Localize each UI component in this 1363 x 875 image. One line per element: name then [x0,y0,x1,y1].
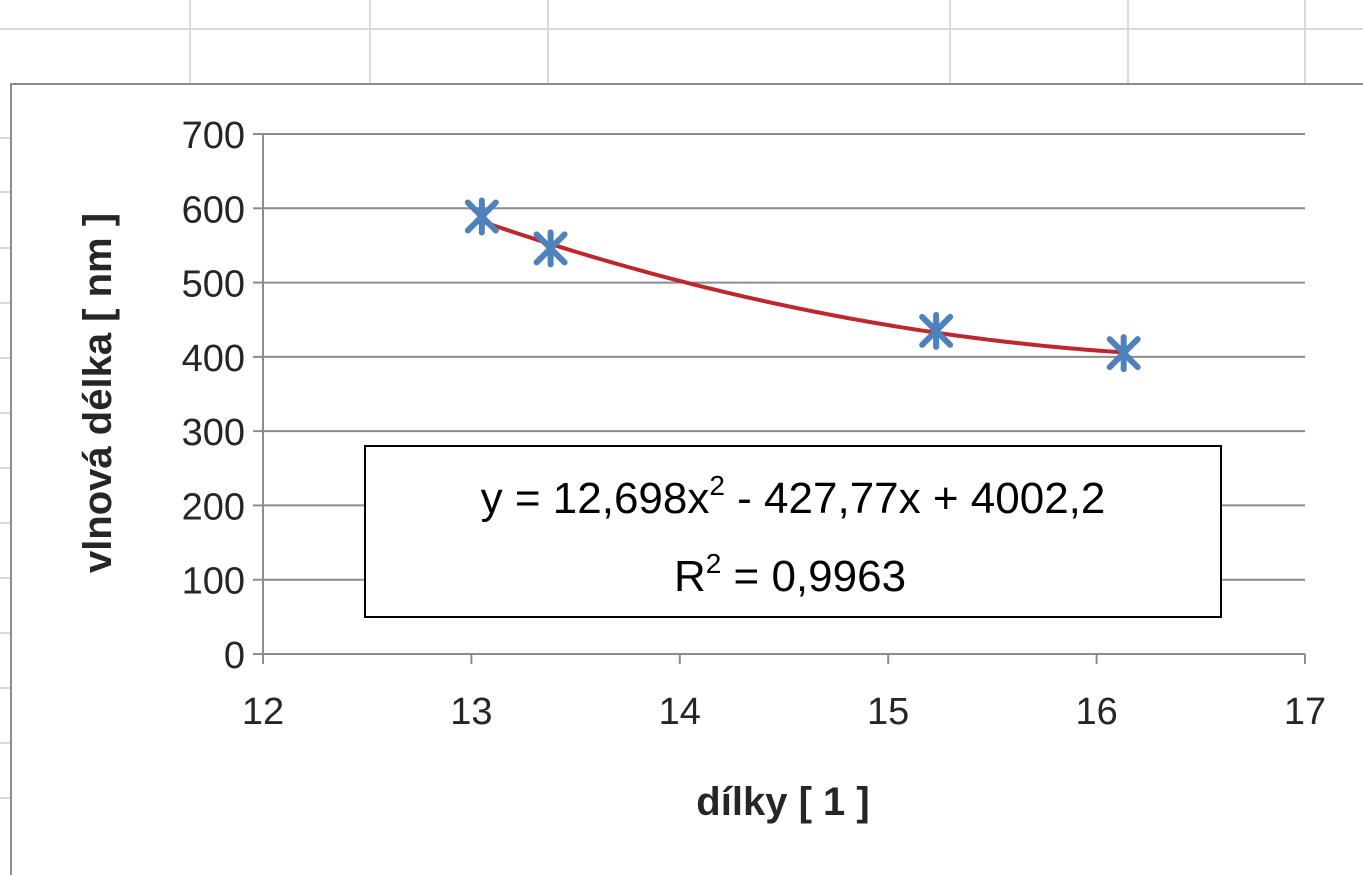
y-axis-title: vlnová délka [ nm ] [76,213,120,573]
y-tick-labels: 0 100 200 300 400 500 600 700 [182,115,245,677]
axes [253,133,1306,664]
y-tick-label: 300 [182,412,245,454]
equation-prefix: y = 12,698x [481,474,710,523]
y-tick-label: 600 [182,189,245,231]
data-point-marker[interactable] [533,229,568,268]
trendline-label-box[interactable]: y = 12,698x2 - 427,77x + 4002,2 R2 = 0,9… [364,445,1222,618]
x-tick-label: 13 [450,691,492,733]
y-tick-label: 700 [182,115,245,157]
trendline-r2: R2 = 0,9963 [674,548,906,601]
x-tick-labels: 12 13 14 15 16 17 [242,691,1326,733]
y-tick-label: 400 [182,338,245,380]
x-tick-label: 14 [659,691,701,733]
x-axis-title: dílky [ 1 ] [696,780,869,824]
trendline-equation: y = 12,698x2 - 427,77x + 4002,2 [481,470,1106,523]
x-tick-label: 17 [1284,691,1326,733]
r2-suffix: = 0,9963 [721,552,906,601]
trendline-label-frame [364,445,1222,618]
spreadsheet-grid [0,0,1363,799]
y-tick-label: 100 [182,561,245,603]
r2-prefix: R [674,552,706,601]
data-point-marker[interactable] [464,197,499,236]
y-tick-label: 0 [224,635,245,677]
x-tick-label: 16 [1075,691,1117,733]
x-tick-label: 15 [867,691,909,733]
data-point-marker[interactable] [919,311,954,350]
x-tick-label: 12 [242,691,284,733]
data-points [464,197,1141,373]
y-tick-label: 200 [182,486,245,528]
trendline-curve [481,219,1124,355]
y-tick-label: 500 [182,264,245,306]
equation-exponent: 2 [709,470,725,501]
trendline-group [481,219,1124,355]
equation-suffix: - 427,77x + 4002,2 [725,474,1105,523]
r2-exponent: 2 [706,548,722,579]
data-point-marker[interactable] [1106,334,1141,373]
